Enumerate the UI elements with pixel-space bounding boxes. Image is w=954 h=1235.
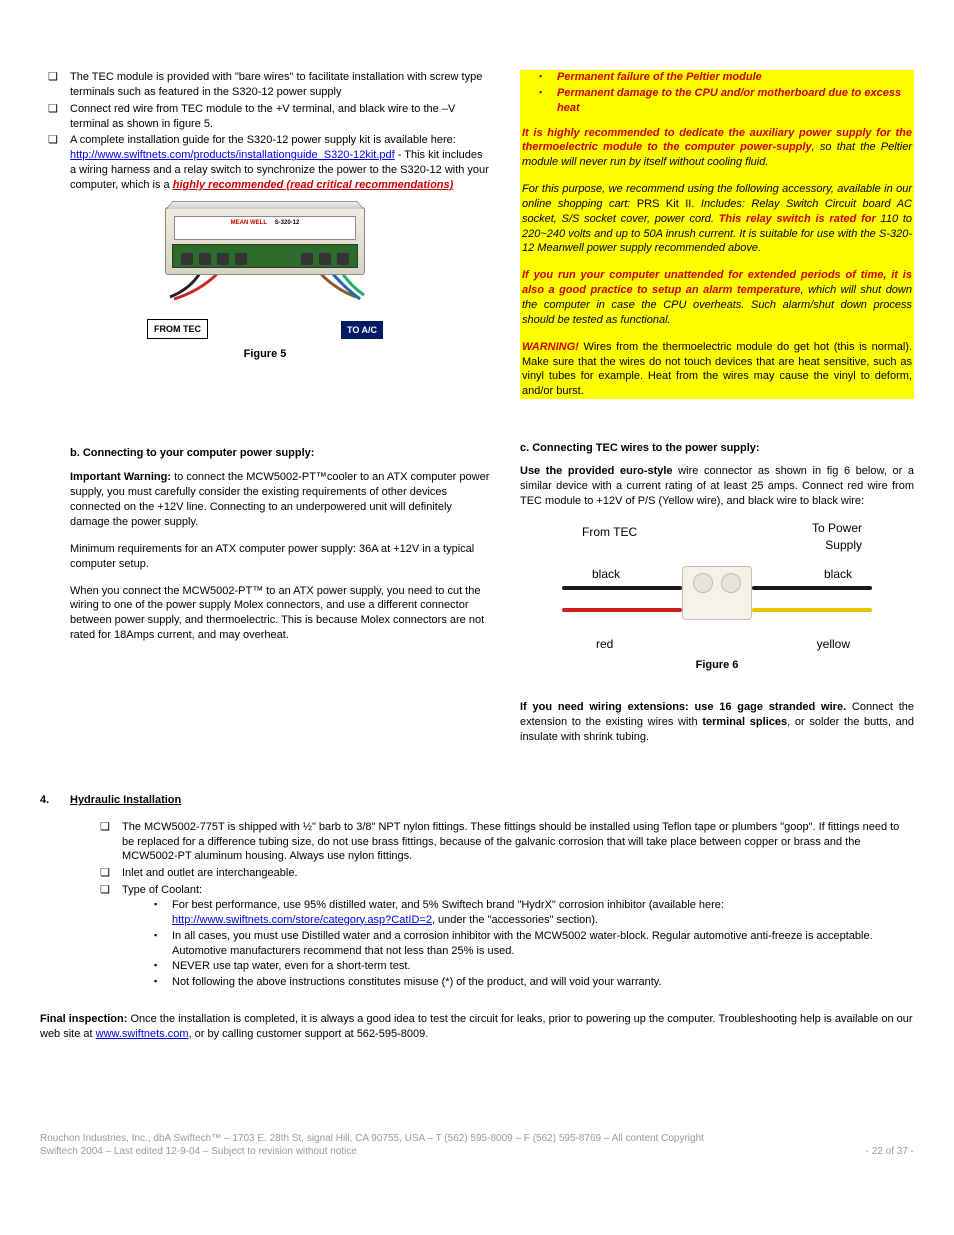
checklist-item: Inlet and outlet are interchangeable. [122,866,914,881]
bullet-item: For best performance, use 95% distilled … [172,898,914,928]
bullet-item: NEVER use tap water, even for a short-te… [172,959,914,974]
wire-yellow [752,608,872,612]
failure-item: Permanent damage to the CPU and/or mothe… [557,86,912,116]
section-c-heading: c. Connecting TEC wires to the power sup… [520,441,914,456]
install-guide-link[interactable]: http://www.swiftnets.com/products/instal… [70,149,395,161]
bullet-item: In all cases, you must use Distilled wat… [172,929,914,959]
footer-line2a: Swiftech 2004 – Last edited 12-9-04 – Su… [40,1145,357,1159]
bullet-item: Not following the above instructions con… [172,975,914,990]
fig6-black-left: black [592,566,620,582]
dedicate-psu-para: It is highly recommended to dedicate the… [522,126,912,171]
fig6-from-label: From TEC [582,524,637,540]
figure5-to-label: TO A/C [341,321,383,339]
checklist-item: Connect red wire from TEC module to the … [70,102,490,132]
recommendation-emphasis: highly recommended (read critical recomm… [173,179,454,191]
text: This relay switch is rated for [719,213,876,225]
euro-connector-icon [682,566,752,620]
checklist-item: A complete installation guide for the S3… [70,133,490,192]
text: If you need wiring extensions: use 16 ga… [520,701,846,713]
fig6-black-right: black [824,566,852,582]
checklist-item: The MCW5002-775T is shipped with ½" barb… [122,820,914,865]
warning-lead: Important Warning: [70,471,171,483]
figure5-caption: Figure 5 [40,347,490,362]
wire-black-right [752,586,872,590]
psu-brand: MEAN WELL [231,220,267,226]
page-number: - 22 of 37 - [866,1145,914,1159]
checklist-item: Type of Coolant: For best performance, u… [122,883,914,990]
fig6-to-label: To Power Supply [782,520,862,552]
wire-red [562,608,682,612]
figure-5: MEAN WELL S-320-12 [40,207,490,362]
wire-black-left [562,586,682,590]
psu-model: S-320-12 [275,220,300,226]
figure6-caption: Figure 6 [562,658,872,673]
text: terminal splices [702,716,787,728]
fig6-yellow-label: yellow [817,636,850,652]
text: PRS Kit II. [630,198,701,210]
warning-label: WARNING! [522,341,579,353]
failure-item: Permanent failure of the Peltier module [557,70,912,85]
section-4-heading: Hydraulic Installation [40,793,914,808]
accessory-para: For this purpose, we recommend using the… [522,182,912,256]
swiftnets-link[interactable]: www.swiftnets.com [96,1028,189,1040]
final-inspection-para: Final inspection: Once the installation … [40,1012,914,1042]
min-req-para: Minimum requirements for an ATX computer… [70,542,490,572]
extensions-para: If you need wiring extensions: use 16 ga… [520,700,914,745]
hydrx-link[interactable]: http://www.swiftnets.com/store/category.… [172,914,432,926]
left-checklist: The TEC module is provided with "bare wi… [40,70,490,193]
page-footer: Rouchon Industries, Inc., dbA Swiftech™ … [40,1132,914,1159]
alarm-para: If you run your computer unattended for … [522,268,912,327]
wire-heat-warning: WARNING! Wires from the thermoelectric m… [522,340,912,399]
final-lead: Final inspection: [40,1013,127,1025]
fig6-red-label: red [596,636,613,652]
text: Wires from the thermoelectric module do … [522,341,912,398]
figure-6: From TEC To Power Supply black black red… [562,520,872,670]
checklist-item: The TEC module is provided with "bare wi… [70,70,490,100]
section-b-heading: b. Connecting to your computer power sup… [70,446,490,461]
text: , under the "accessories" section). [432,914,598,926]
text: , or by calling customer support at 562-… [189,1028,429,1040]
footer-line1: Rouchon Industries, Inc., dbA Swiftech™ … [40,1132,914,1146]
text: For best performance, use 95% distilled … [172,899,724,911]
figure5-from-label: FROM TEC [147,319,208,339]
important-warning-para: Important Warning: to connect the MCW500… [70,470,490,529]
text: Type of Coolant: [122,884,202,896]
atx-para: When you connect the MCW5002-PT™ to an A… [70,584,490,643]
failure-list: Permanent failure of the Peltier module … [522,70,912,116]
text: Use the provided euro-style [520,465,673,477]
text: A complete installation guide for the S3… [70,134,456,146]
hydraulic-checklist: The MCW5002-775T is shipped with ½" barb… [40,820,914,990]
euro-connector-para: Use the provided euro-style wire connect… [520,464,914,509]
